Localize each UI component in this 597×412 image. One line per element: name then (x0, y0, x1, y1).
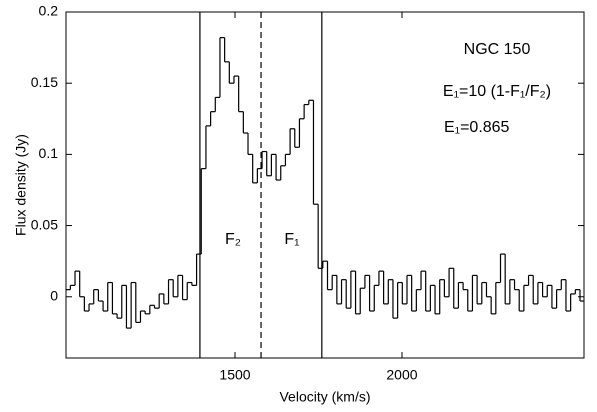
x-axis-label: Velocity (km/s) (279, 389, 370, 405)
step-riser (69, 37, 581, 329)
x-tick-label: 1500 (219, 367, 250, 383)
y-tick-label: 0 (50, 287, 58, 303)
annotation: E₁=0.865 (444, 119, 510, 136)
y-tick-label: 0.2 (39, 3, 59, 19)
annotation: F₁ (284, 231, 299, 248)
x-tick-label: 2000 (386, 367, 417, 383)
y-tick-label: 0.05 (31, 216, 58, 232)
y-tick-label: 0.1 (39, 145, 59, 161)
plot-frame (65, 11, 585, 359)
y-tick-label: 0.15 (31, 74, 58, 90)
annotation: NGC 150 (464, 41, 531, 58)
annotation: F₂ (225, 231, 241, 248)
annotation: E₁=10 (1-F₁/F₂) (443, 83, 551, 100)
y-axis-label: Flux density (Jy) (13, 134, 29, 236)
